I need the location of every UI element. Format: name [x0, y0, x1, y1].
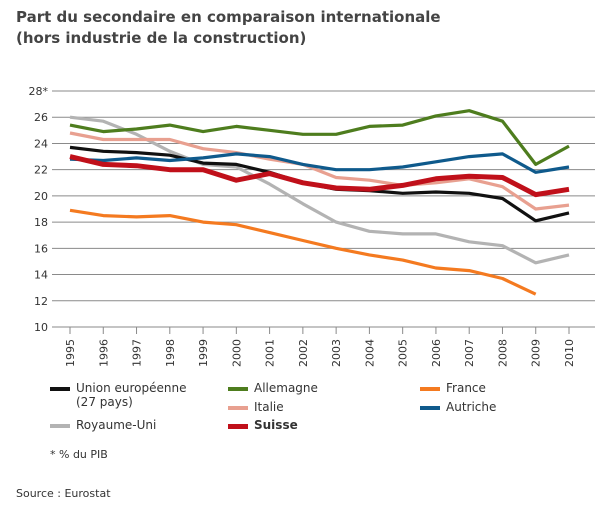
x-tick-label: 2001	[264, 339, 277, 367]
legend-suisse: Suisse	[228, 418, 298, 432]
series-line-autriche	[69, 152, 570, 174]
x-tick-label: 2006	[430, 339, 443, 367]
legend-eu: Union européenne (27 pays)	[50, 381, 186, 409]
legend-label: Royaume-Uni	[76, 418, 157, 432]
y-tick-label: 22	[34, 164, 48, 177]
series-line-royaume-uni	[69, 115, 570, 265]
series-line-allemagne	[69, 109, 570, 166]
legend-label: Italie	[254, 400, 284, 414]
y-tick-label: 28*	[29, 85, 49, 98]
legend-swatch	[420, 406, 440, 410]
x-tick-label: 2010	[563, 339, 576, 367]
series-line-italie	[69, 131, 570, 211]
series-line-france	[69, 208, 537, 296]
x-tick-label: 2002	[297, 339, 310, 367]
legend-swatch	[228, 387, 248, 391]
chart-title: Part du secondaire en comparaison intern…	[16, 8, 441, 26]
x-tick-label: 2003	[330, 339, 343, 367]
legend-label: Autriche	[446, 400, 497, 414]
legend-swatch	[50, 424, 70, 428]
y-tick-label: 20	[34, 190, 48, 203]
y-tick-label: 16	[34, 242, 48, 255]
y-tick-label: 18	[34, 216, 48, 229]
x-tick-label: 2009	[530, 339, 543, 367]
chart-subtitle: (hors industrie de la construction)	[16, 29, 307, 47]
x-tick-label: 1997	[131, 339, 144, 367]
legend-label: Allemagne	[254, 381, 318, 395]
x-tick-label: 1998	[164, 339, 177, 367]
x-tick-label: 2008	[496, 339, 509, 367]
legend-label-line1: Union européenne	[76, 381, 187, 395]
y-tick-label: 14	[34, 269, 48, 282]
y-tick-label: 12	[34, 295, 48, 308]
legend-label-line2: (27 pays)	[76, 395, 133, 409]
legend-label: Union européenne (27 pays)	[76, 381, 186, 409]
x-tick-label: 2000	[230, 339, 243, 367]
legend-label: Suisse	[254, 418, 298, 432]
footnote: * % du PIB	[50, 448, 108, 461]
y-tick-label: 26	[34, 111, 48, 124]
legend-swatch	[50, 387, 70, 391]
x-tick-label: 2005	[397, 339, 410, 367]
source-note: Source : Eurostat	[16, 487, 111, 500]
x-tick-label: 1996	[97, 339, 110, 367]
legend-royaume-uni: Royaume-Uni	[50, 418, 156, 432]
legend-swatch	[420, 387, 440, 391]
legend-label: France	[446, 381, 486, 395]
y-tick-label: 10	[34, 321, 48, 334]
legend-france: France	[420, 381, 486, 395]
x-tick-label: 2004	[363, 339, 376, 367]
legend-swatch	[228, 406, 248, 410]
y-tick-label: 24	[34, 137, 48, 150]
legend-allemagne: Allemagne	[228, 381, 318, 395]
series-line-suisse	[69, 154, 570, 198]
x-tick-label: 1999	[197, 339, 210, 367]
legend-italie: Italie	[228, 400, 284, 414]
x-tick-label: 2007	[463, 339, 476, 367]
x-tick-label: 1995	[64, 339, 77, 367]
legend-swatch	[228, 424, 248, 429]
line-chart: 10 12 14 16 18 20 22 24 26 28* 1995 1996 1997 1998 199…	[29, 85, 595, 367]
legend-autriche: Autriche	[420, 400, 496, 414]
